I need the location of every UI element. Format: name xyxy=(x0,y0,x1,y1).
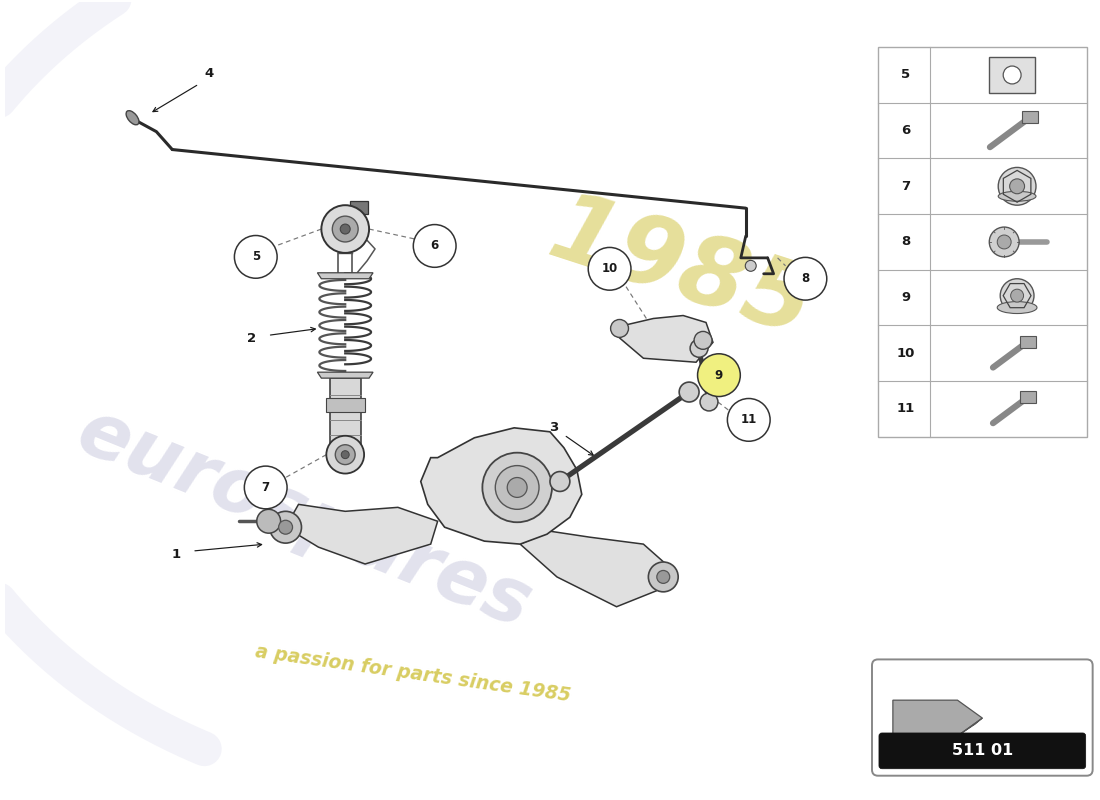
Circle shape xyxy=(270,511,301,543)
FancyBboxPatch shape xyxy=(326,398,364,412)
Text: 6: 6 xyxy=(901,124,911,137)
Polygon shape xyxy=(893,736,957,742)
Text: 7: 7 xyxy=(901,180,911,193)
Text: 8: 8 xyxy=(901,235,911,249)
Ellipse shape xyxy=(998,191,1036,202)
Ellipse shape xyxy=(998,302,1037,314)
FancyBboxPatch shape xyxy=(872,659,1092,776)
Circle shape xyxy=(727,398,770,442)
Circle shape xyxy=(278,520,293,534)
Circle shape xyxy=(1011,289,1024,302)
Circle shape xyxy=(998,167,1036,205)
Circle shape xyxy=(340,224,350,234)
Circle shape xyxy=(341,450,349,458)
Polygon shape xyxy=(893,700,982,736)
Polygon shape xyxy=(421,428,582,544)
Circle shape xyxy=(998,235,1011,249)
Circle shape xyxy=(700,393,718,411)
Text: 2: 2 xyxy=(248,332,256,345)
Circle shape xyxy=(679,382,700,402)
Text: 8: 8 xyxy=(801,272,810,286)
Text: 5: 5 xyxy=(901,69,911,82)
Text: 10: 10 xyxy=(602,262,618,275)
Circle shape xyxy=(256,510,280,533)
Circle shape xyxy=(483,453,552,522)
Text: 7: 7 xyxy=(262,481,270,494)
Circle shape xyxy=(507,478,527,498)
Circle shape xyxy=(327,436,364,474)
Text: 511 01: 511 01 xyxy=(952,743,1013,758)
Text: 5: 5 xyxy=(252,250,260,263)
Polygon shape xyxy=(318,372,373,378)
Circle shape xyxy=(697,354,740,397)
Polygon shape xyxy=(286,504,438,564)
Circle shape xyxy=(657,570,670,583)
FancyBboxPatch shape xyxy=(879,733,1086,769)
FancyBboxPatch shape xyxy=(989,57,1035,93)
Circle shape xyxy=(648,562,679,592)
FancyBboxPatch shape xyxy=(350,202,368,214)
Circle shape xyxy=(332,216,359,242)
Circle shape xyxy=(588,247,631,290)
Circle shape xyxy=(234,235,277,278)
Circle shape xyxy=(610,319,628,338)
Polygon shape xyxy=(614,315,713,362)
Polygon shape xyxy=(318,273,373,278)
Text: 4: 4 xyxy=(205,67,213,81)
FancyBboxPatch shape xyxy=(1022,111,1038,123)
Circle shape xyxy=(321,205,370,253)
Circle shape xyxy=(746,260,756,271)
Text: 11: 11 xyxy=(740,414,757,426)
Circle shape xyxy=(244,466,287,509)
FancyBboxPatch shape xyxy=(1020,391,1036,403)
Circle shape xyxy=(1000,278,1034,313)
Text: 6: 6 xyxy=(430,239,439,253)
Text: 1: 1 xyxy=(172,547,180,561)
Ellipse shape xyxy=(126,110,139,125)
Text: 1985: 1985 xyxy=(538,185,824,357)
Circle shape xyxy=(495,466,539,510)
Text: 10: 10 xyxy=(896,346,915,360)
Circle shape xyxy=(784,258,827,300)
Text: a passion for parts since 1985: a passion for parts since 1985 xyxy=(254,642,572,705)
Text: 3: 3 xyxy=(549,422,559,434)
Circle shape xyxy=(414,225,456,267)
Circle shape xyxy=(1003,66,1021,84)
Polygon shape xyxy=(520,531,669,606)
Text: eurospares: eurospares xyxy=(66,394,541,644)
Text: 9: 9 xyxy=(715,369,723,382)
Circle shape xyxy=(989,227,1019,257)
Polygon shape xyxy=(957,718,982,736)
Circle shape xyxy=(336,445,355,465)
Circle shape xyxy=(1010,179,1024,194)
Polygon shape xyxy=(330,378,361,445)
Circle shape xyxy=(690,339,708,358)
FancyBboxPatch shape xyxy=(1020,336,1036,348)
Text: 11: 11 xyxy=(896,402,915,415)
Circle shape xyxy=(694,331,712,350)
Circle shape xyxy=(550,471,570,491)
Text: 9: 9 xyxy=(901,291,911,304)
